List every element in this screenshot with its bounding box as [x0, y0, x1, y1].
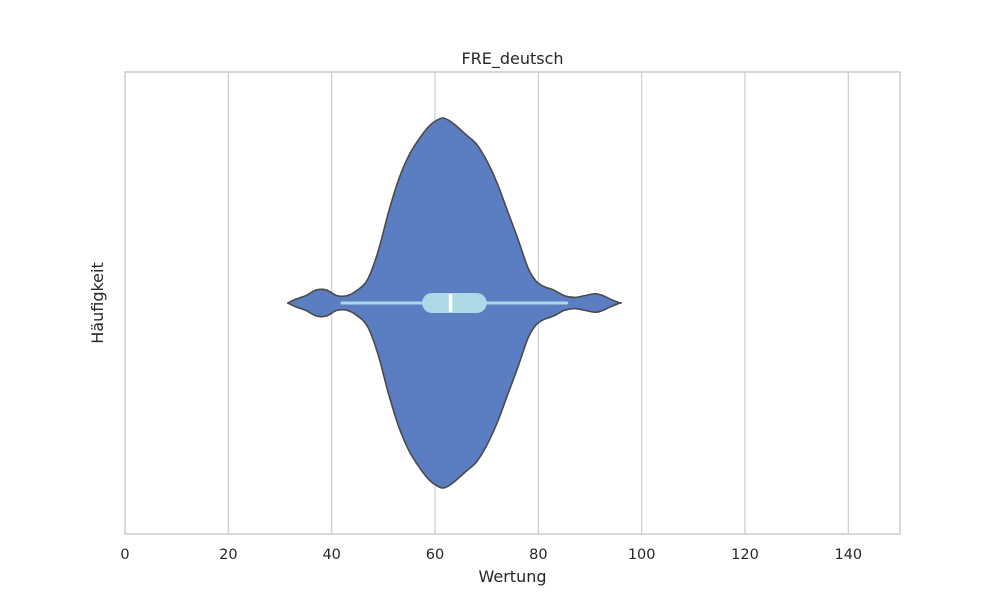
- x-tick-label: 20: [219, 547, 237, 563]
- box-layer: [340, 293, 569, 313]
- x-tick-label: 140: [834, 547, 862, 563]
- x-tick-label: 40: [322, 547, 340, 563]
- iqr-box: [422, 293, 487, 313]
- plot-frame: [124, 71, 901, 535]
- x-tick-label: 100: [628, 547, 656, 563]
- x-axis-label: Wertung: [478, 567, 546, 586]
- x-axis-ticks: 0 20 40 60 80 100 120 140: [120, 547, 862, 563]
- x-tick-label: 60: [426, 547, 444, 563]
- x-tick-label: 0: [120, 547, 129, 563]
- x-tick-label: 120: [731, 547, 759, 563]
- x-tick-label: 80: [529, 547, 547, 563]
- chart-title: FRE_deutsch: [461, 49, 563, 69]
- y-axis-label: Häufigkeit: [88, 262, 107, 343]
